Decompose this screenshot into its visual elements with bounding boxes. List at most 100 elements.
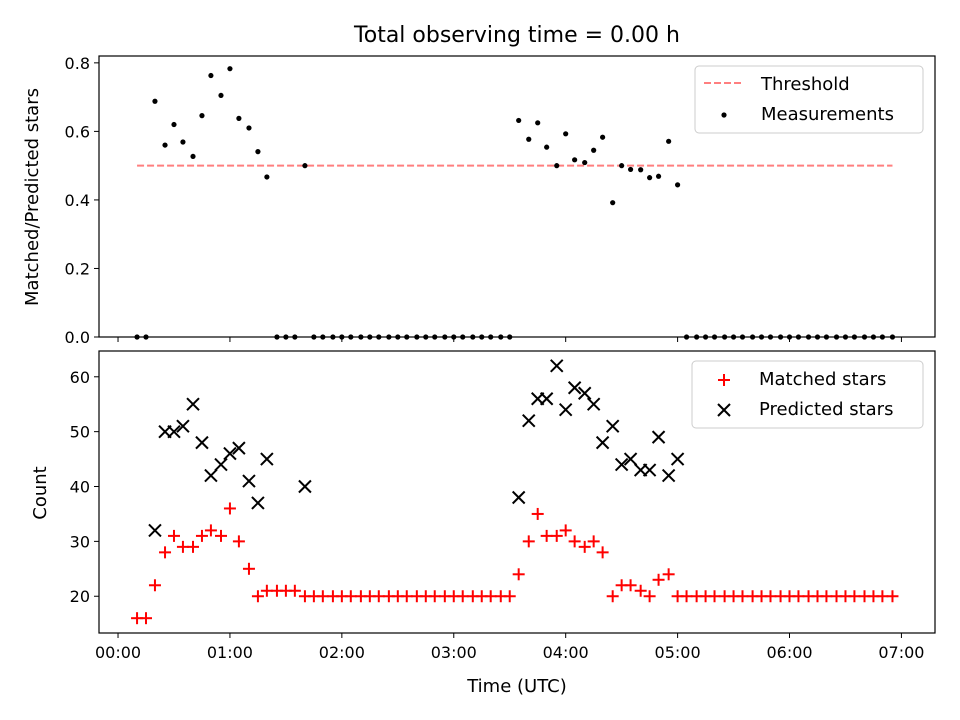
matched-star-point — [288, 584, 301, 597]
x-stroke-b — [251, 496, 265, 510]
predicted-star-point — [260, 452, 274, 466]
matched-star-point — [195, 529, 208, 542]
legend-matched-label: Matched stars — [759, 369, 886, 390]
x-stroke-b — [578, 386, 592, 400]
measurement-point — [554, 163, 560, 169]
measurement-point — [208, 72, 214, 79]
matched-star-point — [531, 507, 544, 520]
top-x-ticks — [117, 337, 902, 342]
predicted-star-point — [651, 430, 666, 444]
x-tick-label: 02:00 — [319, 643, 365, 662]
matched-star-point — [187, 540, 200, 553]
x-stroke-b — [539, 392, 554, 406]
measurement-point — [516, 117, 522, 124]
predicted-star-point — [298, 479, 312, 494]
x-stroke-b — [550, 359, 564, 373]
x-stroke-b — [242, 474, 256, 488]
x-stroke-b — [642, 463, 657, 477]
predicted-star-point — [223, 446, 237, 461]
matched-star-point — [456, 590, 469, 603]
x-stroke-b — [670, 452, 685, 466]
predicted-star-point — [586, 397, 601, 411]
x-stroke-b — [223, 446, 237, 461]
x-stroke-b — [167, 424, 181, 439]
matched-star-point — [708, 590, 721, 603]
bottom-plot-marks — [131, 359, 899, 625]
measurement-point — [600, 134, 606, 140]
x-tick-label: 07:00 — [878, 643, 924, 662]
measurement-point — [544, 144, 550, 150]
matched-star-point — [204, 524, 217, 537]
matched-star-point — [550, 529, 563, 542]
x-stroke-b — [522, 413, 536, 428]
y-tick-label: 0.0 — [65, 328, 90, 347]
measurement-point — [171, 121, 177, 128]
predicted-star-point — [623, 452, 638, 466]
measurement-point — [655, 173, 662, 179]
measurement-point — [619, 163, 625, 169]
measurement-point — [627, 166, 634, 173]
predicted-star-point — [522, 413, 536, 428]
matched-star-point — [167, 529, 180, 542]
x-stroke-b — [232, 441, 246, 455]
measurement-point — [535, 120, 541, 126]
measurement-point — [152, 98, 158, 104]
y-tick-label: 0.6 — [65, 122, 90, 141]
legend-threshold-label: Threshold — [760, 74, 850, 95]
matched-star-point — [372, 590, 385, 603]
measurement-point — [190, 153, 196, 160]
matched-star-point — [512, 568, 525, 581]
predicted-star-point — [539, 392, 554, 406]
x-stroke-b — [558, 402, 573, 417]
matched-star-point — [214, 529, 227, 542]
predicted-star-point — [186, 397, 200, 411]
measurement-point — [302, 163, 308, 169]
measurement-point — [162, 142, 168, 148]
measurement-point — [246, 125, 252, 131]
legend-matched-swatch — [718, 374, 730, 386]
bottom-y-ticks: 20 30 40 50 60 — [70, 368, 99, 606]
measurement-point — [582, 159, 588, 166]
x-tick-label: 03:00 — [431, 643, 477, 662]
x-tick-label: 01:00 — [207, 643, 253, 662]
x-stroke-b — [204, 468, 218, 483]
matched-star-point — [643, 590, 656, 603]
matched-star-point — [260, 584, 273, 597]
matched-star-point — [140, 612, 153, 625]
matched-star-point — [568, 535, 581, 548]
x-stroke-b — [148, 523, 162, 538]
bottom-plot-frame — [98, 350, 936, 634]
measurement-point — [563, 131, 569, 137]
bottom-legend: Matched stars Predicted stars — [691, 360, 924, 429]
bottom-y-axis-label: Count — [30, 466, 51, 519]
matched-star-point — [764, 590, 777, 603]
top-legend-box — [694, 65, 924, 134]
matched-star-point — [400, 590, 413, 603]
measurement-point — [199, 113, 205, 119]
bottom-panel: 20 30 40 50 60 00:00 01:00 02:00 03:00 04:00 05:0… — [30, 350, 936, 697]
measurement-point — [526, 136, 532, 142]
y-tick-label: 0.2 — [65, 259, 90, 278]
matched-star-point — [634, 584, 647, 597]
x-tick-label: 04:00 — [543, 643, 589, 662]
legend-predicted-label: Predicted stars — [759, 399, 893, 420]
x-stroke-b — [661, 468, 676, 483]
predicted-star-point — [511, 490, 526, 505]
matched-star-point — [159, 546, 172, 559]
matched-star-point — [484, 590, 497, 603]
measurement-point — [647, 175, 653, 181]
predicted-star-point — [578, 386, 592, 400]
figure-title: Total observing time = 0.00 h — [353, 23, 680, 48]
predicted-star-point — [567, 381, 582, 395]
measurement-point — [180, 139, 186, 145]
predicted-star-point — [614, 457, 629, 472]
matched-star-point — [578, 540, 591, 553]
predicted-star-point — [242, 474, 256, 488]
bottom-x-ticks: 00:00 01:00 02:00 03:00 04:00 05:00 06:00 07:00 — [95, 633, 924, 662]
matched-star-point — [176, 540, 189, 553]
predicted-star-point — [167, 424, 181, 439]
matched-star-point — [428, 590, 441, 603]
matched-star-point — [736, 590, 749, 603]
matched-star-point — [652, 573, 665, 586]
